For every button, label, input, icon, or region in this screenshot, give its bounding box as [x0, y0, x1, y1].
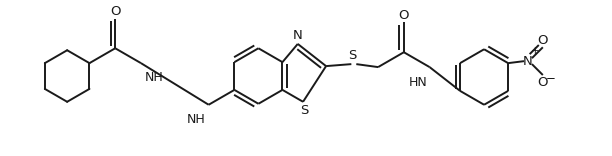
- Text: N: N: [293, 29, 302, 41]
- Text: O: O: [537, 76, 548, 89]
- Text: −: −: [546, 73, 556, 85]
- Text: NH: NH: [187, 113, 206, 126]
- Text: NH: NH: [145, 71, 163, 84]
- Text: +: +: [531, 46, 539, 56]
- Text: N: N: [523, 55, 533, 68]
- Text: HN: HN: [409, 76, 428, 89]
- Text: S: S: [300, 104, 308, 117]
- Text: S: S: [348, 49, 357, 62]
- Text: O: O: [537, 34, 548, 47]
- Text: O: O: [398, 9, 409, 22]
- Text: O: O: [110, 5, 121, 18]
